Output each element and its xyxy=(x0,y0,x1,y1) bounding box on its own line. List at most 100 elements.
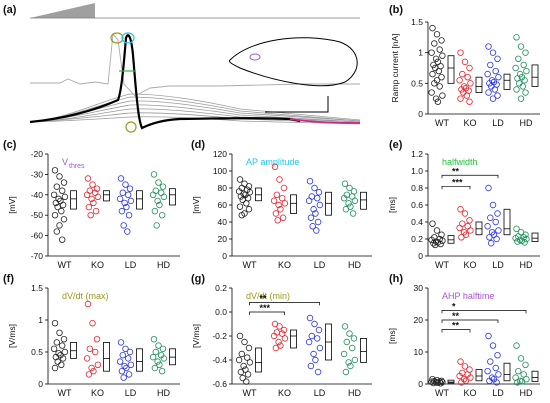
data-point xyxy=(158,211,166,219)
panel-label-g: (g) xyxy=(191,273,205,285)
data-point xyxy=(517,43,525,50)
data-point xyxy=(518,378,526,385)
panel-label-b: (b) xyxy=(389,4,403,16)
data-point xyxy=(514,238,521,245)
data-point xyxy=(237,368,245,376)
data-point xyxy=(276,176,283,183)
y-tick-label: -20 xyxy=(31,149,44,159)
data-point xyxy=(85,203,93,211)
data-point xyxy=(59,236,66,243)
panel-label-f: (f) xyxy=(3,273,14,285)
data-point xyxy=(94,361,102,368)
data-point xyxy=(489,342,497,349)
data-point xyxy=(314,218,322,226)
data-point xyxy=(429,70,436,78)
data-point xyxy=(118,368,126,375)
data-point xyxy=(280,326,288,334)
chart-title: halfwidth xyxy=(442,157,478,167)
data-point xyxy=(467,227,474,234)
data-point xyxy=(467,374,474,381)
box xyxy=(255,187,262,202)
y-axis-label: [ms] xyxy=(387,328,397,344)
chart-title: dV/dt (min) xyxy=(246,291,290,301)
data-point xyxy=(117,175,125,182)
category-label: HD xyxy=(157,388,170,398)
data-point xyxy=(489,95,497,102)
data-point xyxy=(513,342,520,349)
data-point xyxy=(428,378,435,385)
data-point xyxy=(495,371,502,378)
data-point xyxy=(316,201,324,209)
data-point xyxy=(523,235,530,243)
data-point xyxy=(305,338,313,346)
data-point xyxy=(521,77,528,84)
data-point xyxy=(116,195,124,203)
data-point xyxy=(160,193,168,201)
data-point xyxy=(155,179,162,186)
y-axis-label: Ramp current [nA] xyxy=(390,34,400,103)
data-point xyxy=(85,371,93,378)
data-point xyxy=(439,237,446,244)
data-point xyxy=(494,55,501,62)
data-point xyxy=(457,206,464,213)
box xyxy=(325,191,332,216)
data-point xyxy=(118,207,126,215)
data-point xyxy=(315,189,323,196)
y-tick-label: 1 xyxy=(38,315,43,325)
data-point xyxy=(312,356,319,364)
category-label: LD xyxy=(314,260,326,270)
ap-trace xyxy=(29,34,301,130)
data-point xyxy=(93,336,101,343)
data-point xyxy=(439,92,446,99)
data-point xyxy=(456,77,463,84)
y-tick-label: 0 xyxy=(418,251,423,261)
data-point xyxy=(314,368,322,376)
data-point xyxy=(346,330,353,337)
data-point xyxy=(275,338,282,346)
category-label: HD xyxy=(520,388,533,398)
data-point xyxy=(485,332,492,340)
data-point xyxy=(89,181,96,188)
data-point xyxy=(522,49,529,56)
data-point xyxy=(120,374,127,381)
data-point xyxy=(158,368,166,375)
data-point xyxy=(56,222,63,229)
y-tick-label: 0.6 xyxy=(411,200,423,210)
y-tick-label: 0.8 xyxy=(411,183,423,193)
y-tick-label: 0 xyxy=(418,379,423,389)
data-point xyxy=(430,379,437,387)
data-point xyxy=(120,222,127,229)
data-point xyxy=(84,175,92,182)
data-point xyxy=(430,240,437,247)
significance-label: *** xyxy=(452,177,463,187)
data-point xyxy=(439,378,446,386)
chart-title-subscript: thres xyxy=(69,163,85,170)
data-point xyxy=(239,196,246,204)
data-point xyxy=(277,206,284,213)
chart-g: -0.6 -0.4 -0.2 0.0 0.2 [V/ms] dV/dt (min) WT KO L… xyxy=(191,283,372,398)
data-point xyxy=(461,363,469,370)
data-point xyxy=(494,92,501,99)
data-point xyxy=(458,379,465,386)
data-point xyxy=(346,184,353,192)
data-point xyxy=(59,355,67,362)
data-point xyxy=(517,355,525,362)
data-point xyxy=(457,95,464,102)
data-point xyxy=(438,37,445,44)
data-point xyxy=(484,368,491,375)
data-point xyxy=(119,352,126,359)
data-point xyxy=(459,70,466,78)
data-point xyxy=(274,217,281,224)
data-point xyxy=(90,368,97,375)
data-point xyxy=(117,339,125,346)
dvdt-max-marker xyxy=(110,32,124,44)
data-point xyxy=(428,236,435,244)
box xyxy=(531,370,539,382)
data-point xyxy=(151,364,159,372)
significance-bracket xyxy=(441,174,499,179)
phase-plot xyxy=(229,37,358,87)
significance-bracket xyxy=(441,185,471,190)
data-point xyxy=(152,187,159,194)
data-point xyxy=(244,371,252,378)
data-point xyxy=(431,40,438,47)
